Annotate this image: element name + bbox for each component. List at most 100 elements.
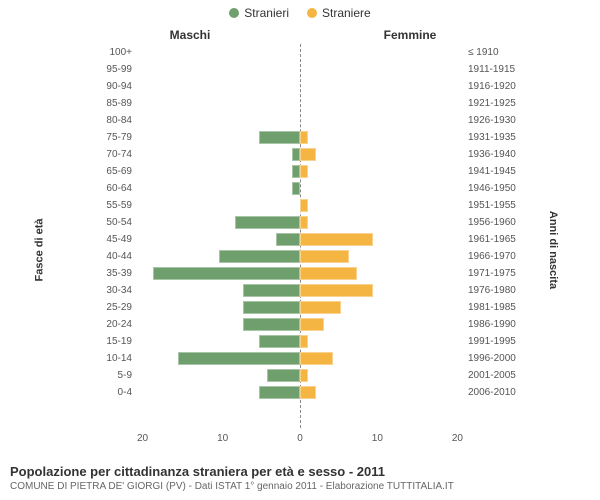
birth-year-label: 1991-1995	[463, 336, 520, 347]
bar-pair	[137, 231, 463, 248]
y-axis-left-title: Fasce di età	[33, 219, 45, 282]
bar-pair	[137, 95, 463, 112]
age-row: 20-241986-1990	[80, 316, 520, 333]
chart-title: Popolazione per cittadinanza straniera p…	[10, 464, 590, 479]
male-bar	[292, 165, 300, 178]
age-row: 50-541956-1960	[80, 214, 520, 231]
bar-pair	[137, 61, 463, 78]
male-half	[137, 180, 300, 197]
female-bar	[300, 386, 316, 399]
male-half	[137, 299, 300, 316]
female-half	[300, 61, 463, 78]
age-row: 45-49 1961-1965	[80, 231, 520, 248]
age-label: 80-84	[80, 115, 137, 126]
age-label: 70-74	[80, 149, 137, 160]
bar-pair	[137, 367, 463, 384]
age-label: 25-29	[80, 302, 137, 313]
birth-year-label: 1941-1945	[463, 166, 520, 177]
birth-year-label: 1981-1985	[463, 302, 520, 313]
age-label: 5-9	[80, 370, 137, 381]
female-half	[300, 163, 463, 180]
bar-pair	[137, 197, 463, 214]
female-half	[300, 350, 463, 367]
age-row: 30-341976-1980	[80, 282, 520, 299]
age-row: 0-42006-2010	[80, 384, 520, 401]
circle-icon	[229, 8, 239, 18]
birth-year-label: 1976-1980	[463, 285, 520, 296]
female-half	[300, 299, 463, 316]
bar-pair	[137, 333, 463, 350]
birth-year-label: 1931-1935	[463, 132, 520, 143]
male-bar	[243, 284, 300, 297]
chart-subtitle: COMUNE DI PIETRA DE' GIORGI (PV) - Dati …	[10, 481, 590, 492]
bar-pair	[137, 299, 463, 316]
female-half	[300, 180, 463, 197]
legend-label-female: Straniere	[322, 6, 371, 20]
footer: Popolazione per cittadinanza straniera p…	[10, 464, 590, 492]
bar-pair	[137, 180, 463, 197]
bar-pair	[137, 350, 463, 367]
age-label: 100+	[80, 47, 137, 58]
female-bar	[300, 369, 308, 382]
male-half	[137, 61, 300, 78]
circle-icon	[307, 8, 317, 18]
birth-year-label: 1956-1960	[463, 217, 520, 228]
legend-item-male: Stranieri	[229, 6, 289, 20]
birth-year-label: 1966-1970	[463, 251, 520, 262]
y-axis-right-title: Anni di nascita	[547, 211, 559, 289]
bar-pair	[137, 316, 463, 333]
age-row: 85-891921-1925	[80, 95, 520, 112]
female-half	[300, 367, 463, 384]
male-bar	[292, 148, 300, 161]
female-bar	[300, 216, 308, 229]
x-tick-label: 20	[452, 433, 463, 444]
male-half	[137, 350, 300, 367]
male-half	[137, 95, 300, 112]
male-bar	[259, 386, 300, 399]
x-tick-label: 10	[217, 433, 228, 444]
legend-label-male: Stranieri	[244, 6, 289, 20]
age-label: 85-89	[80, 98, 137, 109]
male-bar	[267, 369, 300, 382]
female-half	[300, 248, 463, 265]
header-female: Femmine	[300, 28, 520, 42]
bar-pair	[137, 384, 463, 401]
age-label: 35-39	[80, 268, 137, 279]
male-half	[137, 146, 300, 163]
bar-pair	[137, 265, 463, 282]
bar-pair	[137, 146, 463, 163]
birth-year-label: 1961-1965	[463, 234, 520, 245]
plot-area: 100+≤ 191095-991911-191590-941916-192085…	[80, 44, 520, 428]
female-bar	[300, 352, 333, 365]
female-half	[300, 197, 463, 214]
male-bar	[292, 182, 300, 195]
male-half	[137, 112, 300, 129]
male-half	[137, 44, 300, 61]
male-half	[137, 384, 300, 401]
age-label: 95-99	[80, 64, 137, 75]
age-row: 80-84 1926-1930	[80, 112, 520, 129]
male-bar	[259, 335, 300, 348]
age-label: 65-69	[80, 166, 137, 177]
bar-pair	[137, 78, 463, 95]
age-label: 20-24	[80, 319, 137, 330]
birth-year-label: 1926-1930	[463, 115, 520, 126]
age-row: 100+≤ 1910	[80, 44, 520, 61]
bar-pair	[137, 248, 463, 265]
female-half	[300, 112, 463, 129]
male-half	[137, 129, 300, 146]
age-label: 45-49	[80, 234, 137, 245]
female-bar	[300, 165, 308, 178]
male-bar	[243, 301, 300, 314]
birth-year-label: 2001-2005	[463, 370, 520, 381]
age-label: 60-64	[80, 183, 137, 194]
age-row: 95-99 1911-1915	[80, 61, 520, 78]
header-male: Maschi	[80, 28, 300, 42]
male-half	[137, 248, 300, 265]
x-tick-label: 10	[372, 433, 383, 444]
birth-year-label: 1911-1915	[463, 64, 520, 75]
bar-pair	[137, 112, 463, 129]
female-bar	[300, 335, 308, 348]
male-half	[137, 197, 300, 214]
x-tick-label: 0	[297, 433, 303, 444]
